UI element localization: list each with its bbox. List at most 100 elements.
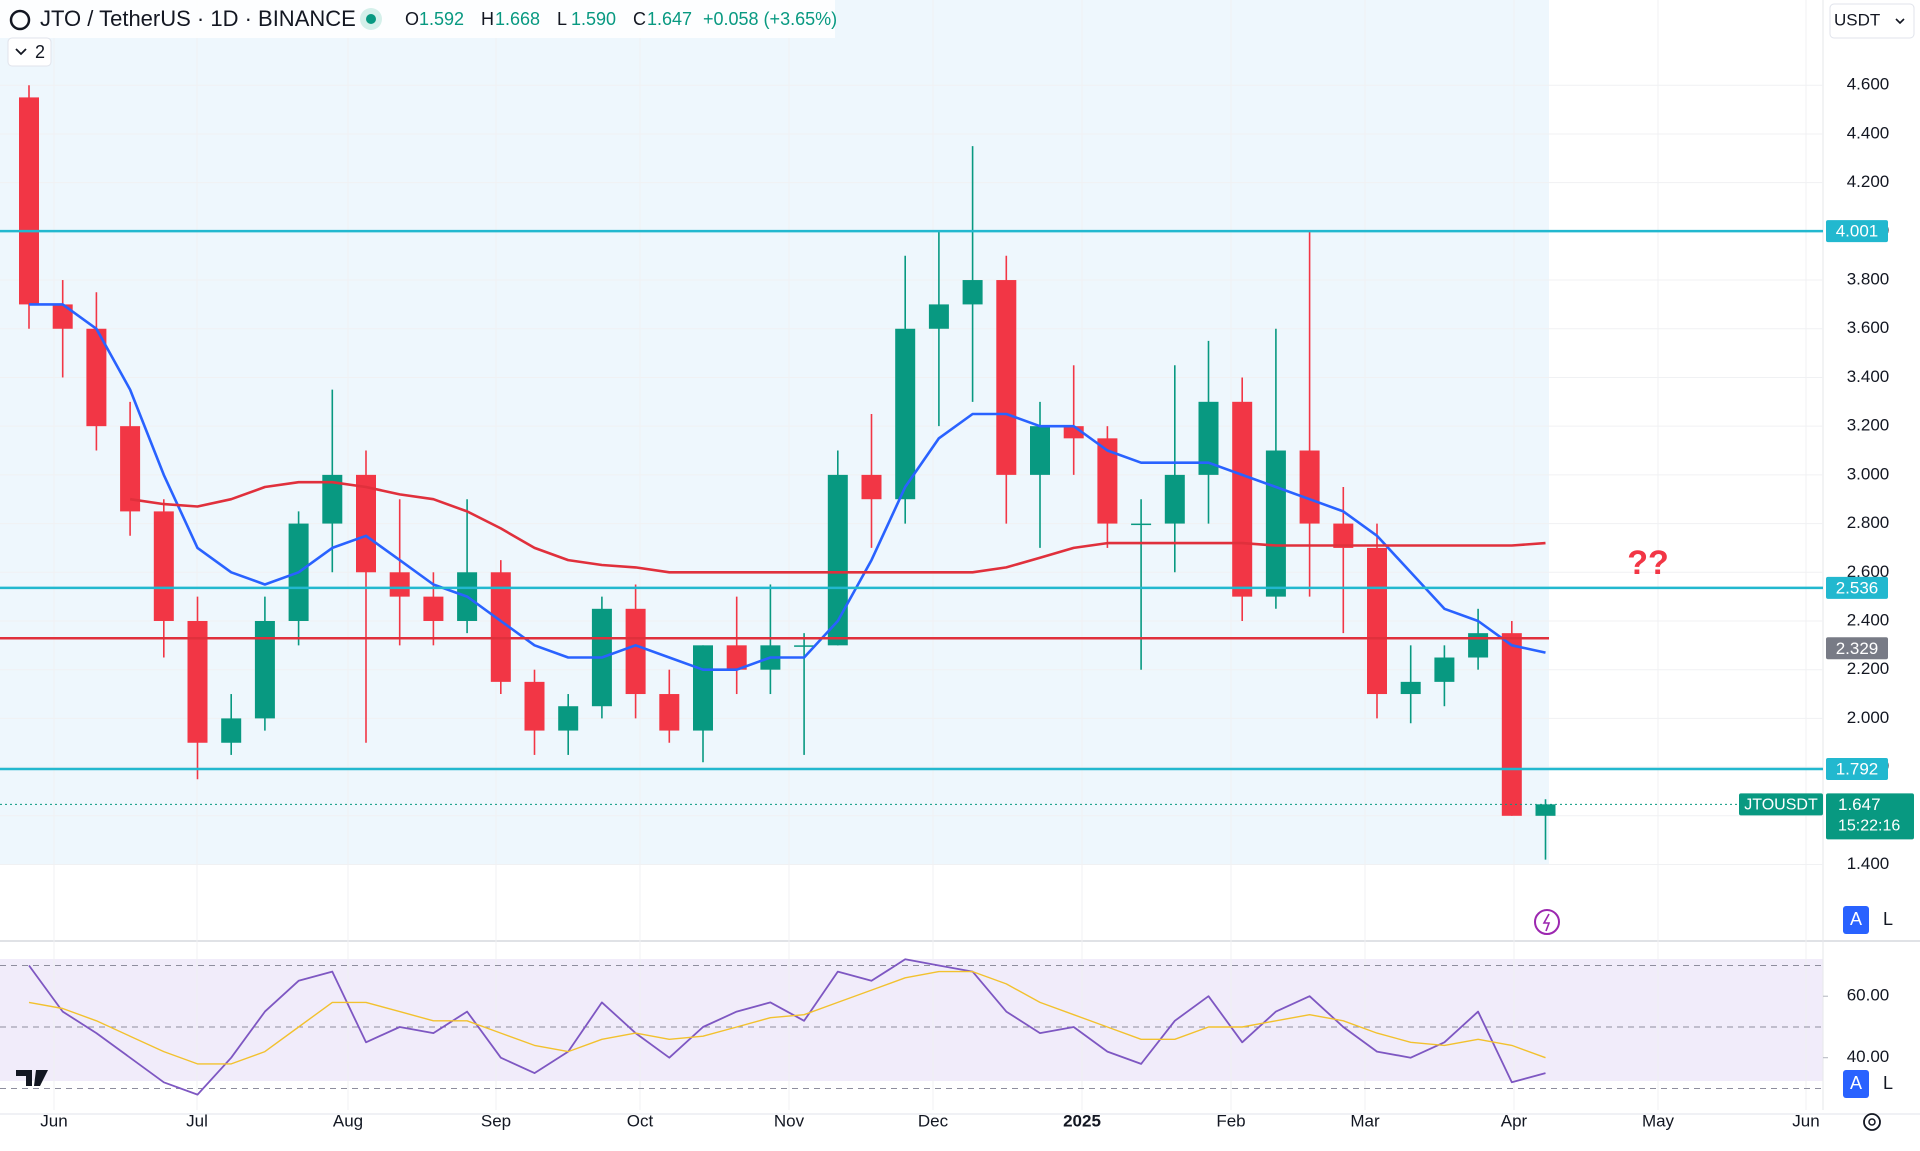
ohlc-value: 1.592 (419, 9, 464, 29)
price-badge (1826, 793, 1914, 840)
status-dot (366, 14, 376, 24)
candle-body (726, 645, 747, 670)
x-tick-label: Nov (774, 1111, 805, 1130)
candle-body (962, 280, 983, 305)
candle-body (1164, 474, 1185, 524)
range-highlight (0, 0, 1549, 865)
candle-body (895, 328, 916, 500)
level-badge-label: 2.536 (1836, 578, 1879, 597)
candle-body (52, 304, 73, 329)
auto-scale-label: A (1850, 1073, 1862, 1093)
x-tick-label: 2025 (1063, 1111, 1101, 1130)
rsi-line (28, 958, 1546, 1096)
ohlc-key: H (481, 9, 494, 29)
ohlc-key: L (557, 9, 567, 29)
candle-body (120, 426, 141, 512)
level-badge (1826, 637, 1888, 660)
candle-body (1299, 450, 1320, 524)
candle-body (794, 645, 815, 647)
y-tick-label: 3.400 (1847, 367, 1890, 386)
price-badge-label: 1.647 (1838, 795, 1881, 814)
chevron-icon (15, 48, 27, 56)
y-tick-label: 3.000 (1847, 464, 1890, 483)
change-value: +0.058 (+3.65%) (703, 9, 837, 29)
level-badge (1826, 758, 1888, 781)
x-tick-label: Feb (1216, 1111, 1245, 1130)
symbol-badge-label: JTOUSDT (1744, 797, 1818, 814)
marks (19, 85, 1556, 1096)
x-tick-label: May (1642, 1111, 1675, 1130)
y-tick-label: 4.200 (1847, 172, 1890, 191)
indicator-toggle[interactable] (7, 37, 52, 67)
symbol-icon (9, 9, 31, 31)
level-badge-label: 4.001 (1836, 222, 1879, 241)
auto-scale-label: A (1850, 909, 1862, 929)
ohlc-value: 1.590 (571, 9, 616, 29)
level-badge-label: 2.329 (1836, 639, 1879, 658)
header-bg (0, 0, 835, 38)
y-tick-label: 3.800 (1847, 270, 1890, 289)
log-scale-label[interactable]: L (1883, 909, 1893, 929)
x-tick-label: Jul (186, 1111, 208, 1130)
candle-body (1232, 401, 1253, 597)
countdown-label: 15:22:16 (1838, 818, 1900, 835)
candle-body (423, 596, 444, 621)
candle-body (524, 681, 545, 731)
y-tick-label: 1.400 (1847, 854, 1890, 873)
candle-body (1501, 633, 1522, 816)
tv-logo (16, 1070, 48, 1086)
candle-body (928, 304, 949, 329)
currency-button[interactable] (1829, 3, 1915, 39)
candle-body (558, 706, 579, 731)
chevron-icon (1895, 18, 1905, 25)
auto-scale-button[interactable] (1843, 1070, 1869, 1098)
rsi-tick-label: 60.00 (1847, 986, 1890, 1005)
y-tick-label: 3.200 (1847, 416, 1890, 435)
candle-body (1535, 804, 1556, 816)
candle-body (827, 474, 848, 646)
alert-icon[interactable] (1534, 909, 1560, 935)
rsi-line (28, 970, 1546, 1065)
level-badge (1826, 220, 1888, 243)
settings-icon[interactable] (1863, 1113, 1881, 1131)
settings-icon-core (1868, 1118, 1876, 1126)
candle-body (1367, 547, 1387, 695)
y-tick-label: 3.600 (1847, 318, 1890, 337)
y-tick-label: 2.000 (1847, 708, 1890, 727)
ohlc-legend: O 1.592 H 1.668 L 1.590 C 1.647 +0.058 (+3.65%) (405, 9, 837, 29)
candle-body (996, 280, 1017, 475)
ohlc-key: C (633, 9, 646, 29)
x-tick-label: Aug (333, 1111, 363, 1130)
x-tick-label: Apr (1501, 1111, 1528, 1130)
x-tick-label: Oct (627, 1111, 654, 1130)
symbol-badge (1739, 793, 1823, 816)
candle-body (693, 645, 713, 731)
candle-body (356, 474, 376, 573)
moving-average (129, 480, 1546, 574)
candle-body (86, 328, 107, 427)
rsi-tick-label: 40.00 (1847, 1047, 1890, 1066)
symbol-title: JTO / TetherUS · 1D · BINANCE (40, 6, 356, 31)
x-tick-label: Jun (40, 1111, 67, 1130)
candle-body (625, 608, 646, 695)
candle-body (1131, 523, 1152, 526)
auto-scale-button[interactable] (1843, 906, 1869, 934)
ohlc-value: 1.647 (647, 9, 692, 29)
candle-body (19, 97, 39, 305)
candle-body (322, 474, 343, 524)
candle-body (490, 572, 511, 682)
candle-body (254, 620, 275, 719)
ohlc-key: O (405, 9, 419, 29)
moving-average (29, 303, 1546, 671)
candle-body (389, 572, 410, 597)
log-scale-label[interactable]: L (1883, 1073, 1893, 1093)
annotation: ?? (1627, 544, 1669, 582)
level-badge (1826, 576, 1888, 599)
indicator-count: 2 (35, 42, 45, 62)
y-tick-label: 4.400 (1847, 123, 1890, 142)
candle-body (1400, 681, 1421, 695)
candle-body (1468, 633, 1489, 658)
x-tick-label: Mar (1350, 1111, 1380, 1130)
x-tick-label: Jun (1792, 1111, 1819, 1130)
